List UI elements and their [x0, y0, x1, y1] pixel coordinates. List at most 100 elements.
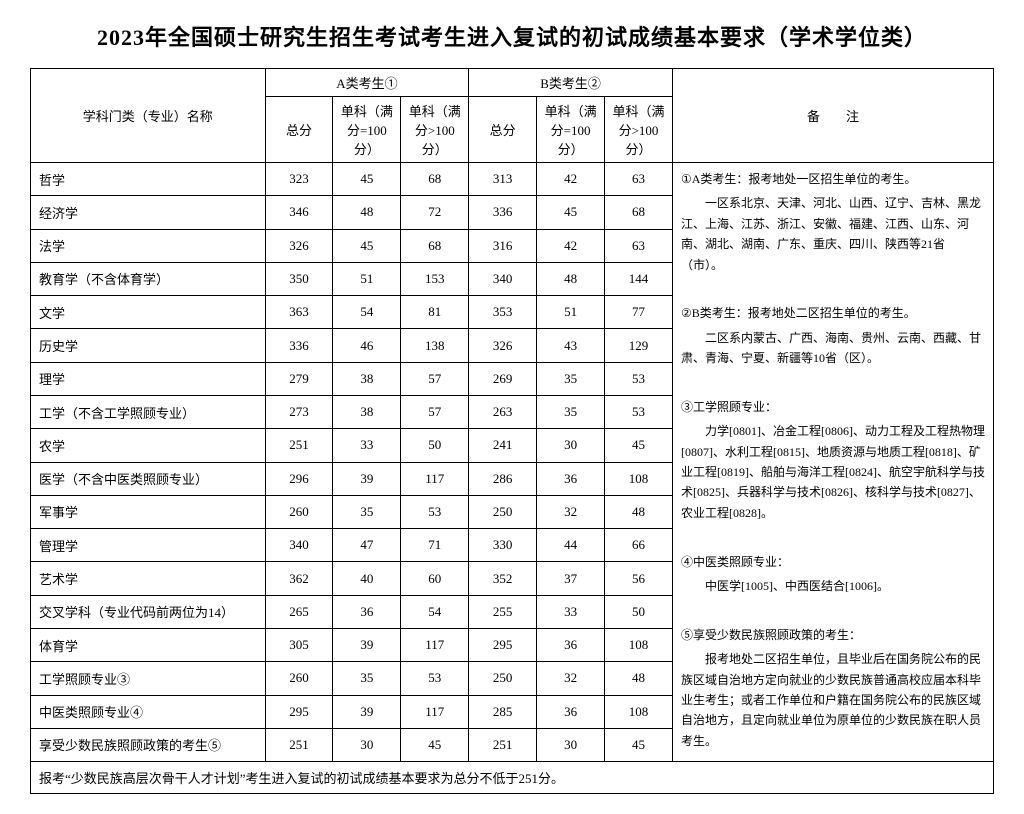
- cell-subject: 中医类照顾专业④: [31, 695, 266, 728]
- cell-score: 296: [265, 462, 333, 495]
- cell-score: 35: [333, 662, 401, 695]
- cell-score: 63: [605, 229, 673, 262]
- cell-score: 54: [333, 296, 401, 329]
- th-subject: 学科门类（专业）名称: [31, 69, 266, 163]
- cell-score: 45: [605, 429, 673, 462]
- cell-score: 144: [605, 262, 673, 295]
- cell-score: 53: [605, 395, 673, 428]
- cell-score: 273: [265, 395, 333, 428]
- cell-score: 63: [605, 163, 673, 196]
- notes-line: ②B类考生：报考地处二区招生单位的考生。: [681, 303, 985, 323]
- cell-subject: 历史学: [31, 329, 266, 362]
- cell-subject: 教育学（不含体育学）: [31, 262, 266, 295]
- cell-score: 32: [537, 495, 605, 528]
- cell-score: 45: [401, 728, 469, 761]
- cell-score: 50: [401, 429, 469, 462]
- cell-score: 54: [401, 595, 469, 628]
- cell-score: 250: [469, 662, 537, 695]
- cell-score: 36: [333, 595, 401, 628]
- cell-score: 48: [605, 495, 673, 528]
- cell-score: 336: [265, 329, 333, 362]
- cell-score: 346: [265, 196, 333, 229]
- notes-line: 二区系内蒙古、广西、海南、贵州、云南、西藏、甘肃、青海、宁夏、新疆等10省（区）…: [681, 328, 985, 369]
- footer-cell: 报考“少数民族高层次骨干人才计划”考生进入复试的初试成绩基本要求为总分不低于25…: [31, 762, 994, 794]
- cell-score: 39: [333, 695, 401, 728]
- cell-score: 72: [401, 196, 469, 229]
- th-group-b: B类考生②: [469, 69, 673, 97]
- notes-line: ④中医类照顾专业：: [681, 552, 985, 572]
- cell-score: 60: [401, 562, 469, 595]
- cell-score: 53: [605, 362, 673, 395]
- cell-score: 260: [265, 495, 333, 528]
- cell-score: 48: [605, 662, 673, 695]
- notes-line: 一区系北京、天津、河北、山西、辽宁、吉林、黑龙江、上海、江苏、浙江、安徽、福建、…: [681, 193, 985, 275]
- cell-score: 45: [605, 728, 673, 761]
- cell-score: 38: [333, 395, 401, 428]
- cell-score: 269: [469, 362, 537, 395]
- cell-score: 42: [537, 229, 605, 262]
- th-a-sub100: 单科（满分=100分）: [333, 97, 401, 163]
- cell-subject: 理学: [31, 362, 266, 395]
- cell-subject: 农学: [31, 429, 266, 462]
- notes-line: 中医学[1005]、中西医结合[1006]。: [681, 576, 985, 596]
- cell-score: 30: [537, 429, 605, 462]
- table-footer-row: 报考“少数民族高层次骨干人才计划”考生进入复试的初试成绩基本要求为总分不低于25…: [31, 762, 994, 794]
- cell-score: 255: [469, 595, 537, 628]
- cell-score: 33: [537, 595, 605, 628]
- cell-score: 352: [469, 562, 537, 595]
- notes-cell: ①A类考生：报考地处一区招生单位的考生。 一区系北京、天津、河北、山西、辽宁、吉…: [672, 163, 993, 762]
- cell-score: 46: [333, 329, 401, 362]
- cell-score: 30: [333, 728, 401, 761]
- notes-line: 报考地处二区招生单位，且毕业后在国务院公布的民族区域自治地方定向就业的少数民族普…: [681, 649, 985, 751]
- cell-subject: 体育学: [31, 628, 266, 661]
- cell-score: 129: [605, 329, 673, 362]
- cell-score: 241: [469, 429, 537, 462]
- cell-score: 363: [265, 296, 333, 329]
- cell-score: 57: [401, 395, 469, 428]
- cell-score: 68: [401, 229, 469, 262]
- cell-score: 39: [333, 462, 401, 495]
- th-b-total: 总分: [469, 97, 537, 163]
- cell-score: 47: [333, 529, 401, 562]
- notes-line: ③工学照顾专业：: [681, 397, 985, 417]
- cell-score: 32: [537, 662, 605, 695]
- cell-score: 336: [469, 196, 537, 229]
- cell-score: 48: [537, 262, 605, 295]
- th-group-a: A类考生①: [265, 69, 469, 97]
- cell-score: 35: [537, 362, 605, 395]
- cell-score: 30: [537, 728, 605, 761]
- cell-score: 250: [469, 495, 537, 528]
- cell-score: 38: [333, 362, 401, 395]
- cell-subject: 工学照顾专业③: [31, 662, 266, 695]
- cell-score: 36: [537, 695, 605, 728]
- cell-score: 45: [333, 163, 401, 196]
- cell-score: 36: [537, 628, 605, 661]
- cell-score: 295: [265, 695, 333, 728]
- cell-score: 40: [333, 562, 401, 595]
- cell-score: 43: [537, 329, 605, 362]
- cell-subject: 工学（不含工学照顾专业）: [31, 395, 266, 428]
- th-b-sub100: 单科（满分=100分）: [537, 97, 605, 163]
- cell-score: 286: [469, 462, 537, 495]
- notes-line: 力学[0801]、冶金工程[0806]、动力工程及工程热物理[0807]、水利工…: [681, 421, 985, 523]
- cell-subject: 艺术学: [31, 562, 266, 595]
- cell-score: 340: [265, 529, 333, 562]
- cell-score: 51: [333, 262, 401, 295]
- cell-subject: 哲学: [31, 163, 266, 196]
- cell-score: 326: [469, 329, 537, 362]
- cell-score: 326: [265, 229, 333, 262]
- cell-score: 53: [401, 662, 469, 695]
- cell-score: 285: [469, 695, 537, 728]
- cell-score: 37: [537, 562, 605, 595]
- cell-score: 35: [537, 395, 605, 428]
- cell-score: 35: [333, 495, 401, 528]
- cell-score: 260: [265, 662, 333, 695]
- cell-score: 295: [469, 628, 537, 661]
- cell-subject: 文学: [31, 296, 266, 329]
- cell-score: 77: [605, 296, 673, 329]
- cell-score: 68: [401, 163, 469, 196]
- cell-score: 51: [537, 296, 605, 329]
- cell-score: 251: [265, 728, 333, 761]
- page-title: 2023年全国硕士研究生招生考试考生进入复试的初试成绩基本要求（学术学位类）: [30, 20, 994, 52]
- notes-line: [681, 279, 985, 299]
